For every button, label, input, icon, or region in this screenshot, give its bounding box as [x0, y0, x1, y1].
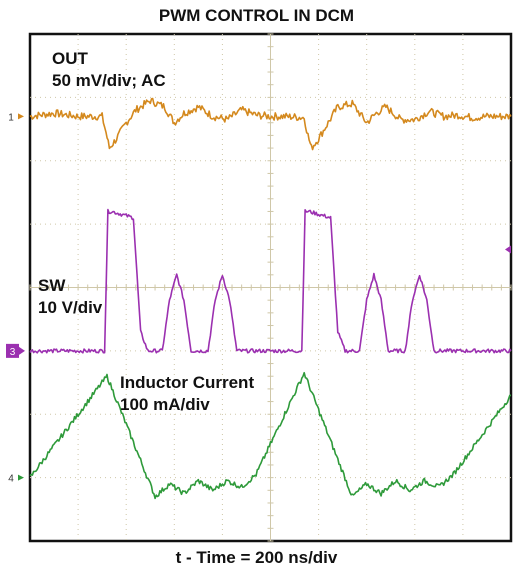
channel-1-marker-label: 1 — [8, 112, 14, 123]
x-axis-label: t - Time = 200 ns/div — [175, 548, 338, 567]
channel-3-arrow — [19, 346, 25, 355]
sw-label: SW — [38, 276, 66, 295]
channel-4-arrow — [18, 474, 24, 481]
plot-traces — [29, 97, 512, 500]
out-scale: 50 mV/div; AC — [52, 71, 166, 90]
trace-inductor-current — [29, 371, 512, 500]
inductor-current-label: Inductor Current — [120, 373, 254, 392]
channel-3-marker — [6, 343, 19, 358]
channel-4-marker-label: 4 — [8, 474, 14, 485]
out-label: OUT — [52, 49, 89, 68]
trigger-level-arrow — [505, 245, 511, 254]
channel-1-arrow — [18, 113, 24, 120]
trace-out — [29, 97, 512, 151]
channel-markers: 1 3 4 — [6, 112, 511, 485]
chart-title: PWM CONTROL IN DCM — [158, 6, 355, 25]
inductor-current-scale: 100 mA/div — [120, 395, 210, 414]
sw-scale: 10 V/div — [38, 298, 103, 317]
channel-3-marker-label: 3 — [10, 347, 16, 358]
trace-sw — [29, 208, 512, 354]
